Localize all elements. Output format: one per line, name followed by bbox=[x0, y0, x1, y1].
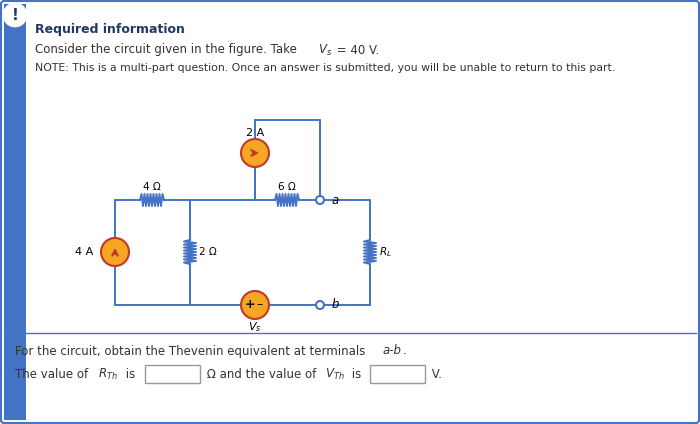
Circle shape bbox=[241, 291, 269, 319]
Text: The value of: The value of bbox=[15, 368, 92, 380]
Text: $V_s$: $V_s$ bbox=[248, 320, 262, 334]
Circle shape bbox=[4, 4, 26, 26]
Circle shape bbox=[101, 238, 129, 266]
Text: 4 Ω: 4 Ω bbox=[143, 182, 161, 192]
Circle shape bbox=[4, 4, 26, 26]
Text: Required information: Required information bbox=[35, 23, 185, 36]
Bar bbox=[4, 4, 26, 420]
Text: $V_{Th}$: $V_{Th}$ bbox=[325, 366, 344, 382]
Text: 2 Ω: 2 Ω bbox=[199, 247, 217, 257]
Text: 6 Ω: 6 Ω bbox=[278, 182, 296, 192]
Text: $V_s$: $V_s$ bbox=[318, 42, 332, 58]
Bar bbox=[370, 365, 425, 383]
Text: 2 A: 2 A bbox=[246, 128, 264, 138]
Text: $R_{Th}$: $R_{Th}$ bbox=[98, 366, 118, 382]
Text: V.: V. bbox=[428, 368, 442, 380]
Bar bbox=[145, 365, 200, 383]
Text: –: – bbox=[257, 298, 263, 312]
Text: 4 A: 4 A bbox=[75, 247, 93, 257]
Text: is: is bbox=[122, 368, 139, 380]
Text: is: is bbox=[348, 368, 365, 380]
Text: a-b: a-b bbox=[383, 344, 402, 357]
Circle shape bbox=[316, 196, 324, 204]
Text: = 40 V.: = 40 V. bbox=[333, 44, 379, 56]
Text: .: . bbox=[403, 344, 407, 357]
Circle shape bbox=[241, 139, 269, 167]
Text: +: + bbox=[245, 298, 255, 312]
Text: $R_L$: $R_L$ bbox=[379, 245, 392, 259]
Text: NOTE: This is a multi-part question. Once an answer is submitted, you will be un: NOTE: This is a multi-part question. Onc… bbox=[35, 63, 615, 73]
Text: Consider the circuit given in the figure. Take: Consider the circuit given in the figure… bbox=[35, 44, 300, 56]
Text: For the circuit, obtain the Thevenin equivalent at terminals: For the circuit, obtain the Thevenin equ… bbox=[15, 344, 369, 357]
Text: a: a bbox=[332, 193, 340, 206]
Circle shape bbox=[316, 301, 324, 309]
Text: b: b bbox=[332, 298, 340, 312]
Text: !: ! bbox=[12, 8, 18, 22]
Text: Ω and the value of: Ω and the value of bbox=[203, 368, 320, 380]
